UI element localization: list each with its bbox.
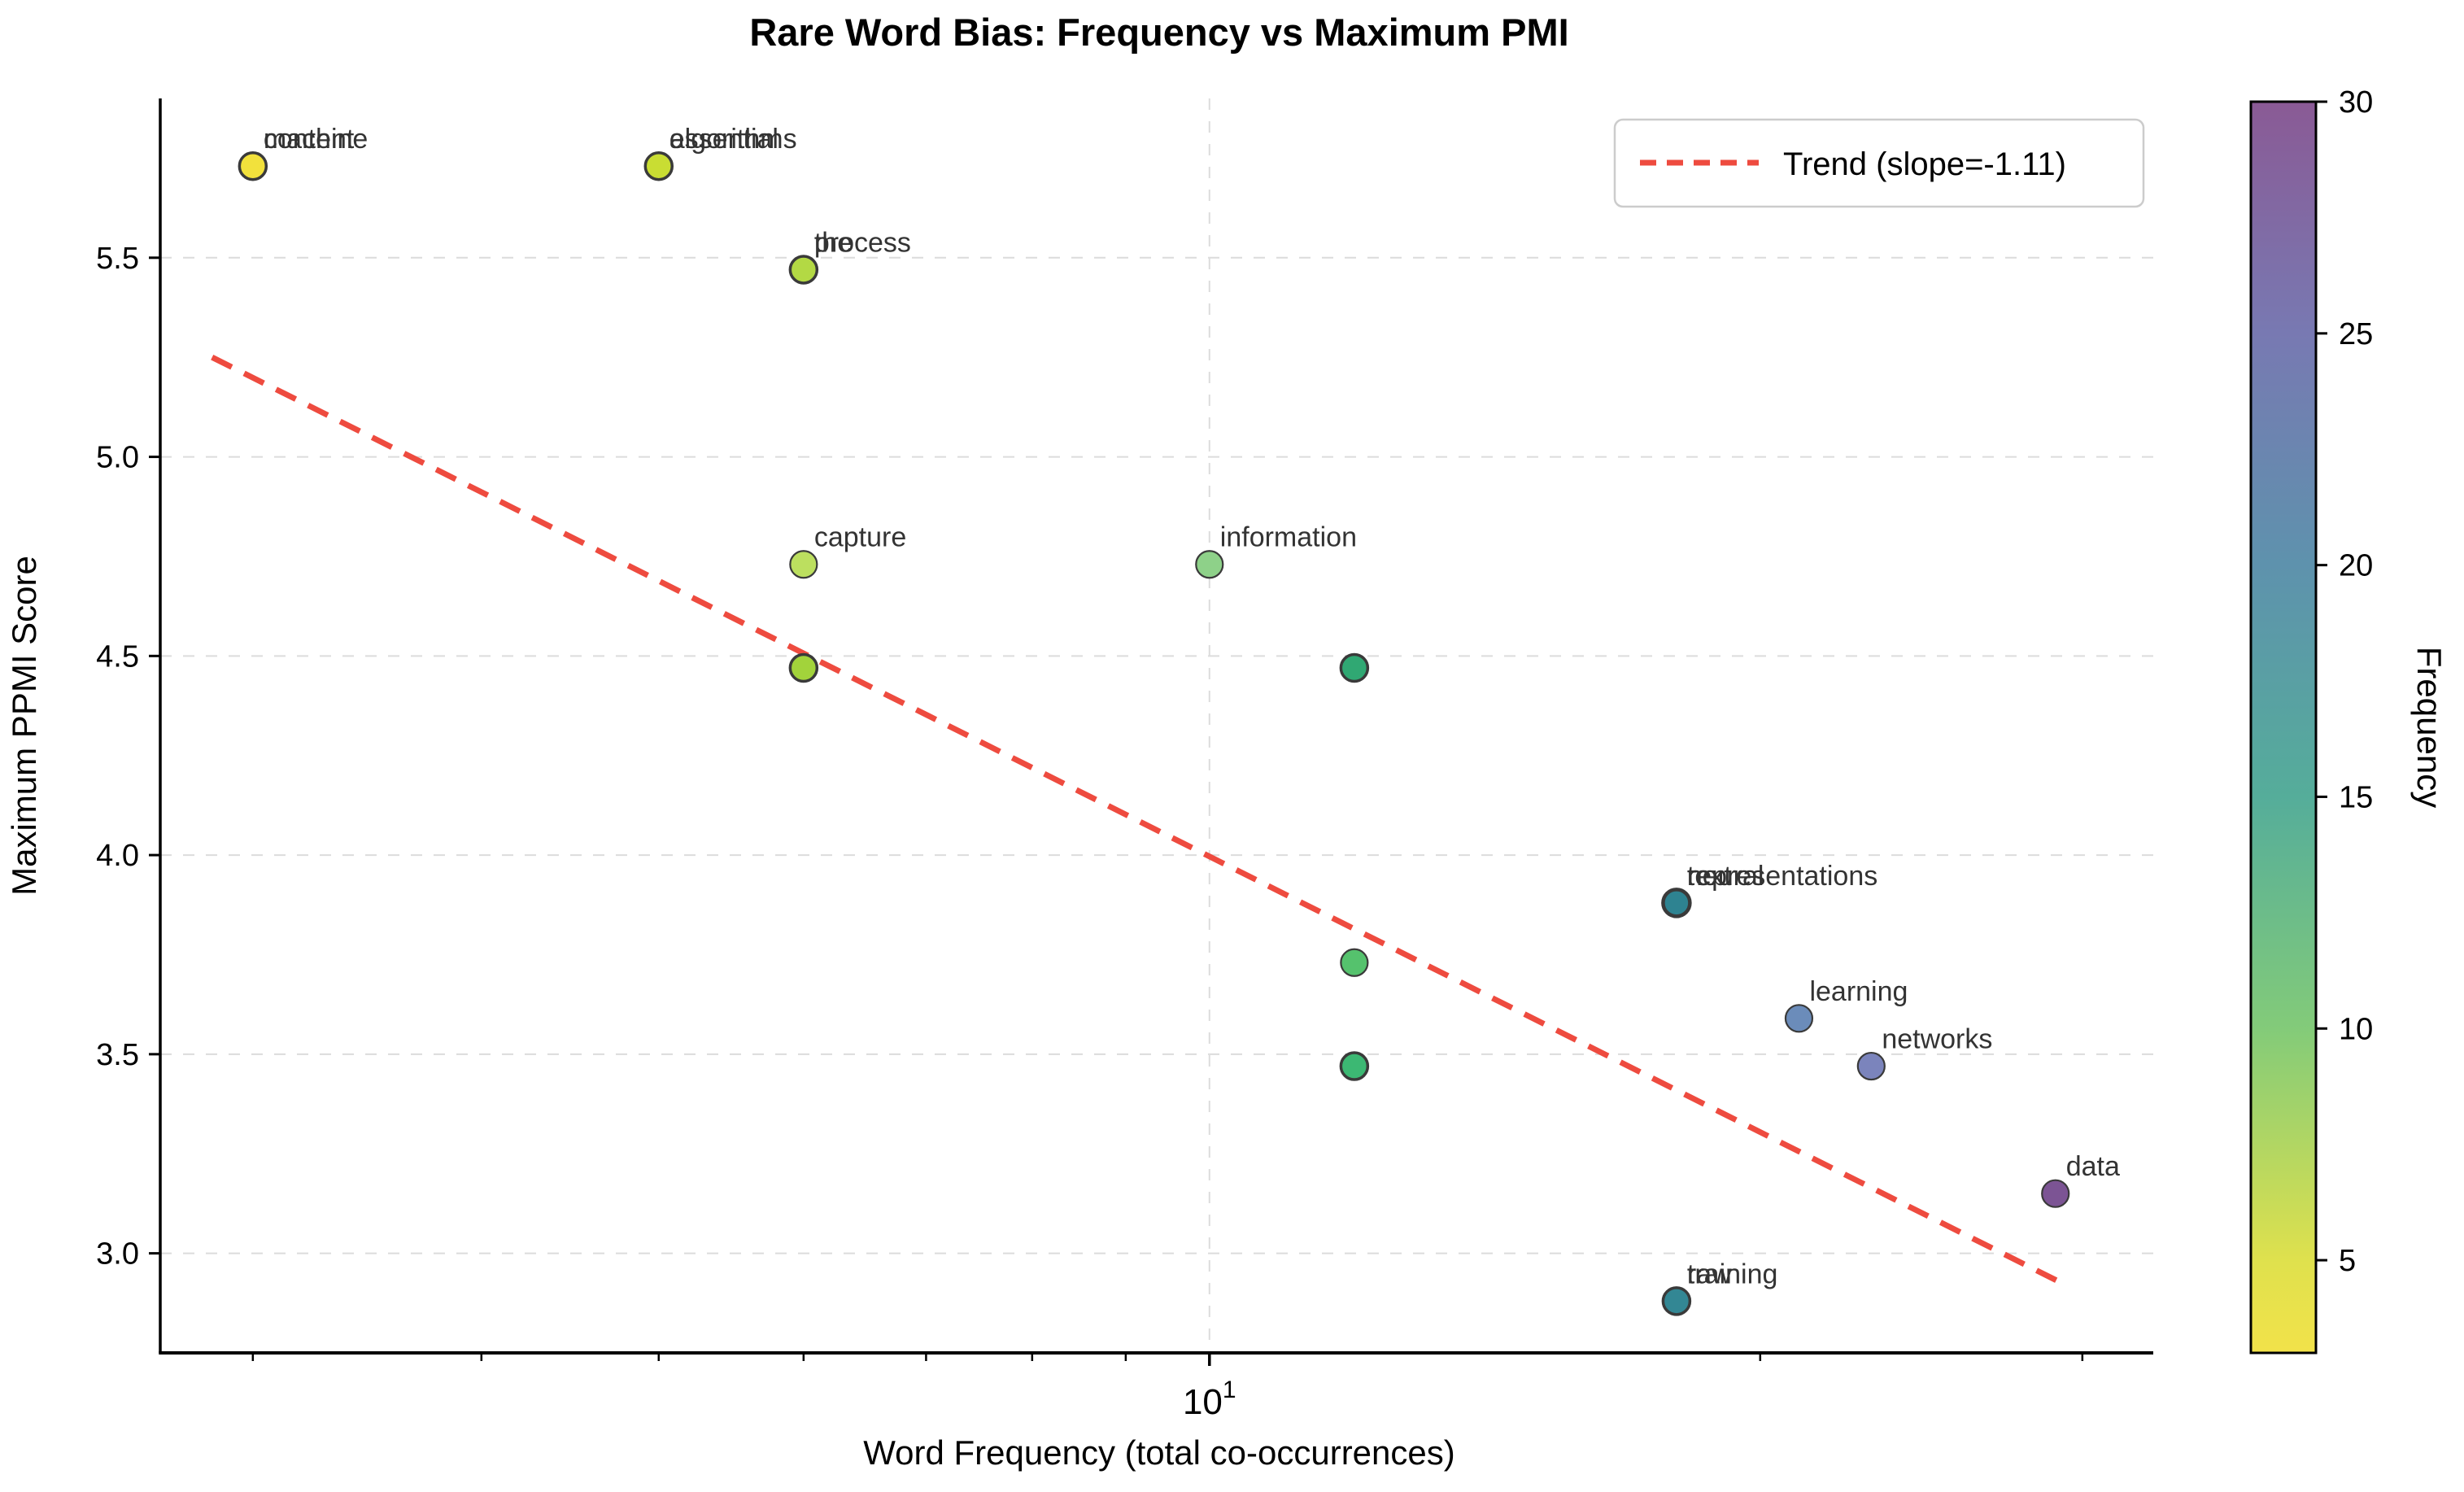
trend-line: [211, 355, 2060, 1285]
colorbar-tick-label: 10: [2339, 1012, 2373, 1046]
y-tick-label: 4.0: [96, 839, 139, 873]
scatter-point: [1856, 1051, 1886, 1081]
word-label: the: [814, 227, 853, 258]
scatter-point: [1661, 888, 1692, 918]
colorbar: 5 10 15 20 25 30 Frequency: [2249, 85, 2449, 1355]
scatter-point: [1339, 1051, 1370, 1081]
word-label: algorithms: [669, 124, 797, 155]
scatter-point: [788, 255, 819, 285]
x-major-tick-label: 101: [1183, 1376, 1236, 1422]
word-label: information: [1220, 522, 1357, 553]
scatter-point: [1784, 1004, 1814, 1033]
scatter-point: [1661, 1286, 1692, 1316]
colorbar-tick-label: 25: [2339, 317, 2373, 351]
y-axis-label: Maximum PPMI Score: [5, 556, 43, 896]
word-label: essential: [669, 124, 778, 155]
colorbar-tick-label: 15: [2339, 780, 2373, 814]
word-label: training: [1687, 1259, 1778, 1289]
colorbar-tick-label: 20: [2339, 549, 2373, 583]
word-label: data: [2066, 1151, 2120, 1182]
scatter-point: [238, 151, 268, 181]
word-label: process: [814, 227, 911, 258]
legend-box: [1613, 118, 2145, 208]
word-label: capture: [814, 522, 906, 553]
legend-trend-label: Trend (slope=-1.11): [1783, 146, 2066, 182]
axes: 3.0 3.5 4.0 4.5 5.0 5.5 101: [96, 98, 2153, 1422]
word-label: learning: [1809, 976, 1908, 1007]
colorbar-tick-label: 30: [2339, 85, 2373, 120]
colorbar-ticks: 5 10 15 20 25 30: [2316, 85, 2373, 1278]
legend: Trend (slope=-1.11): [1613, 118, 2145, 208]
scatter-point: [789, 550, 818, 579]
y-tick-label: 3.0: [96, 1237, 139, 1272]
y-tick-label: 5.0: [96, 441, 139, 475]
scatter-point: [1340, 948, 1369, 977]
y-tick-label: 4.5: [96, 639, 139, 674]
chart-title: Rare Word Bias: Frequency vs Maximum PMI: [749, 11, 1568, 54]
gridlines: [160, 98, 2153, 1353]
word-label: text: [1687, 861, 1732, 892]
colorbar-label: Frequency: [2410, 647, 2449, 808]
scatter-point: [1339, 652, 1370, 683]
scatter-point: [788, 652, 819, 683]
word-label: raw: [1687, 1259, 1732, 1289]
word-label: representations: [1687, 861, 1877, 892]
x-axis-label: Word Frequency (total co-occurrences): [863, 1433, 1455, 1472]
word-label: networks: [1882, 1024, 1992, 1055]
colorbar-bar: [2249, 100, 2318, 1355]
colorbar-tick-label: 5: [2339, 1244, 2356, 1278]
word-label: neural: [1687, 861, 1764, 892]
scatter-point: [2041, 1179, 2070, 1208]
y-tick-label: 3.5: [96, 1038, 139, 1072]
word-label: content: [264, 124, 355, 155]
y-tick-label: 5.5: [96, 242, 139, 276]
scatter-point: [643, 151, 674, 181]
scatter-point: [1195, 550, 1224, 579]
trend-line-layer: [211, 355, 2060, 1285]
data-points: [238, 151, 2070, 1316]
word-label: machine: [264, 124, 369, 155]
